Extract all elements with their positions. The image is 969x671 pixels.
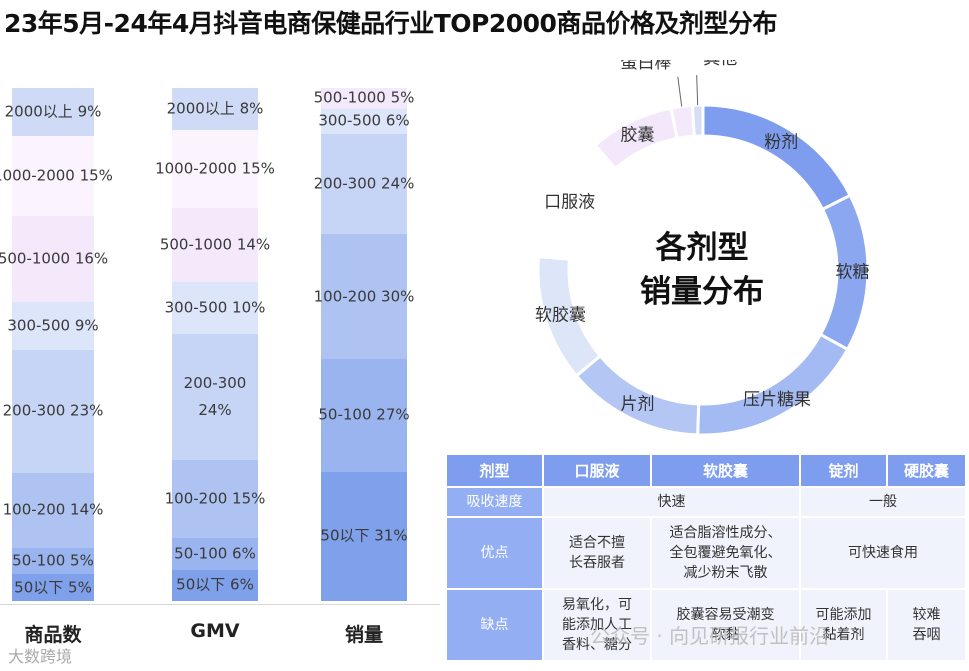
row-header: 优点: [445, 516, 544, 590]
table-cell: 一般: [799, 486, 967, 518]
bar-segment: [12, 88, 94, 137]
table-header: 锭剂: [799, 453, 888, 488]
bar-segment: [172, 281, 258, 335]
bar-stack-0: [12, 88, 94, 601]
donut-center-line: 各剂型: [655, 230, 749, 266]
bar-segment-label: 100-200 15%: [164, 489, 266, 508]
bar-segment-label: 50-100 6%: [174, 544, 256, 563]
donut-center-title: 各剂型 销量分布: [612, 226, 792, 314]
bar-segment-label: 500-1000 14%: [159, 235, 271, 254]
bar-segment: [172, 88, 258, 130]
bar-stack-1: [172, 88, 258, 601]
row-header: 缺点: [445, 588, 544, 662]
bar-segment-label: 1000-2000 15%: [155, 159, 275, 178]
donut-center-line: 销量分布: [640, 274, 764, 310]
bar-segment-label: 300-500 9%: [7, 316, 99, 335]
bar-segment-label: 1000-2000 15%: [0, 166, 113, 185]
bar-segment: [12, 349, 94, 473]
bar-segment-label: 50以下 6%: [176, 575, 254, 594]
table-header: 剂型: [445, 453, 544, 488]
donut-slice-label: 胶囊: [621, 126, 655, 146]
table-cell: 较难 吞咽: [886, 588, 967, 662]
bar-segment-label: 500-1000 16%: [0, 249, 109, 268]
table-header: 软胶囊: [650, 453, 801, 488]
bar-segment-label: 100-200 14%: [2, 500, 104, 519]
bar-segment-label: 200-300 24%: [183, 373, 247, 419]
table-header: 口服液: [542, 453, 652, 488]
bar-segment-label: 100-200 30%: [313, 287, 415, 306]
donut-slice: [701, 103, 853, 212]
watermark-overlay: 公众号 · 向见研报行业前沿: [590, 624, 830, 648]
bar-segment-label: 300-500 6%: [318, 111, 410, 130]
donut-slice: [669, 103, 696, 141]
donut-slice-label: 其他: [703, 60, 737, 69]
donut-slice-label: 口服液: [544, 192, 595, 212]
bar-segment: [12, 136, 94, 217]
donut-leader-line: [677, 76, 683, 107]
table-row: 吸收速度 快速 一般: [445, 486, 967, 518]
bar-segment: [321, 233, 407, 360]
bar-segment: [172, 208, 258, 282]
donut-slice-label: 粉剂: [764, 133, 798, 153]
bar-segment: [12, 547, 94, 575]
bar-segment: [172, 129, 258, 209]
table-cell: 易氧化，可 能添加人工 香料、糖分: [542, 588, 652, 662]
bar-segment-label: 500-1000 5%: [313, 88, 415, 107]
bar-segment-label: 300-500 10%: [164, 298, 266, 317]
bar-segment-label: 50以下 31%: [320, 526, 408, 545]
bar-segment: [321, 359, 407, 472]
table-cell: 胶囊容易受潮变 软黏: [650, 588, 801, 662]
table-cell: 适合不擅 长吞服者: [542, 516, 652, 590]
donut-slice-label: 压片糖果: [743, 390, 811, 410]
bar-baseline: [0, 604, 440, 605]
bar-segment-label: 50-100 27%: [318, 405, 410, 424]
bar-segment: [12, 574, 94, 601]
table-cell: 快速: [542, 486, 801, 518]
donut-slice-label: 软糖: [835, 262, 869, 282]
bar-segment: [172, 538, 258, 570]
bar-category-label: GMV: [190, 620, 240, 642]
table-cell: 可快速食用: [799, 516, 967, 590]
table-row: 优点 适合不擅 长吞服者 适合脂溶性成分、 全包覆避免氧化、 减少粉末飞散 可快…: [445, 516, 967, 590]
bar-segment: [172, 334, 258, 460]
donut-slice-label: 片剂: [621, 394, 655, 414]
donut-leader-line: [696, 75, 699, 106]
row-header: 吸收速度: [445, 486, 544, 518]
bar-category-label: 销量: [344, 624, 384, 646]
bar-segment: [12, 301, 94, 350]
bar-segment: [321, 88, 407, 109]
donut-slice-label: 软胶囊: [535, 305, 586, 325]
bar-segment: [321, 108, 407, 134]
bar-stack-2: [321, 88, 407, 601]
bar-segment-label: 50以下 5%: [14, 578, 92, 597]
bar-segment: [172, 569, 258, 601]
bar-segment: [321, 471, 407, 601]
donut-slice-label: 蛋白棒: [620, 60, 671, 73]
bar-segment: [172, 459, 258, 539]
bar-segment-label: 2000以上 8%: [166, 99, 264, 118]
table-row: 缺点 易氧化，可 能添加人工 香料、糖分 胶囊容易受潮变 软黏 可能添加 黏着剂…: [445, 588, 967, 662]
bar-segment: [321, 133, 407, 234]
bar-segment: [12, 472, 94, 548]
table-cell: 可能添加 黏着剂: [799, 588, 888, 662]
table-header: 硬胶囊: [886, 453, 967, 488]
dosage-comparison-table: 剂型 口服液 软胶囊 锭剂 硬胶囊 吸收速度 快速 一般 优点 适合不擅 长吞服…: [445, 453, 967, 662]
bar-category-label: 商品数: [24, 624, 82, 646]
chart-title: 23年5月-24年4月抖音电商保健品行业TOP2000商品价格及剂型分布: [4, 9, 777, 38]
bar-segment: [12, 216, 94, 302]
bar-segment-label: 200-300 23%: [2, 401, 104, 420]
donut-slice: [696, 332, 850, 437]
table-cell: 适合脂溶性成分、 全包覆避免氧化、 减少粉末飞散: [650, 516, 801, 590]
bar-segment-label: 200-300 24%: [313, 174, 415, 193]
donut-slice: [690, 103, 705, 138]
bar-segment-label: 50-100 5%: [12, 551, 94, 570]
table-header-row: 剂型 口服液 软胶囊 锭剂 硬胶囊: [445, 453, 967, 488]
bar-segment-label: 2000以上 9%: [4, 102, 102, 121]
watermark: 大数跨境: [8, 647, 73, 666]
